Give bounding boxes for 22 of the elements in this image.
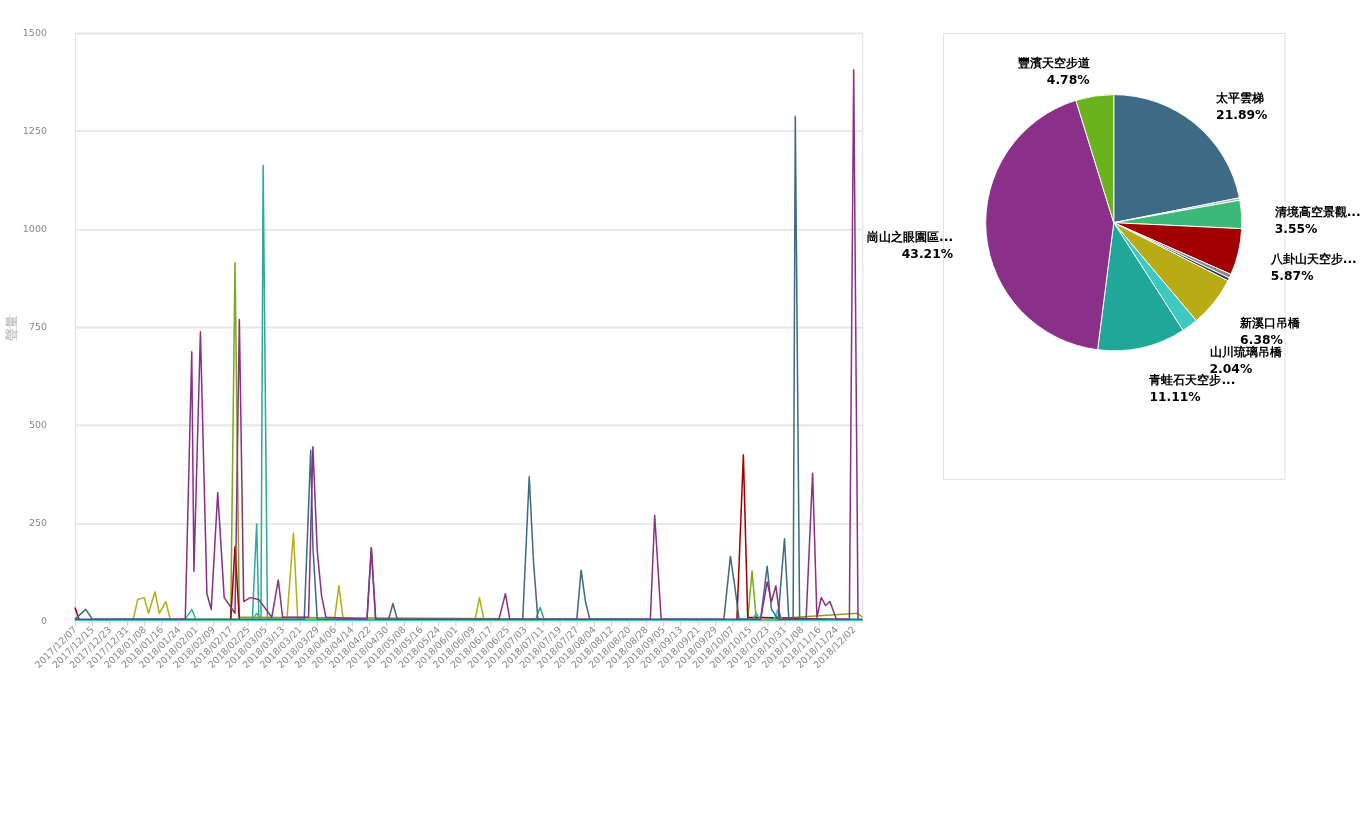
- slice-label: 清境高空景觀...: [1273, 205, 1361, 220]
- data-label: 43.21%: [901, 246, 954, 261]
- y-tick-label: 0: [40, 615, 47, 627]
- y-tick-label: 750: [28, 321, 47, 333]
- slice-label: 豐濱天空步道: [1016, 56, 1091, 71]
- data-label: 3.55%: [1274, 222, 1318, 237]
- slice-label: 新溪口吊橋: [1239, 315, 1302, 330]
- y-tick-label: 1500: [22, 27, 47, 39]
- slice-label: 八卦山天空步...: [1269, 252, 1357, 267]
- y-axis-title: 聲量: [4, 314, 20, 341]
- slice-label: 太平雲梯: [1215, 90, 1265, 105]
- y-tick-label: 1250: [22, 125, 47, 137]
- y-tick-label: 1000: [22, 223, 47, 235]
- slice-label: 山川琉璃吊橋: [1209, 345, 1283, 360]
- data-label: 6.38%: [1240, 332, 1283, 347]
- slice-label: 崗山之眼園區...: [867, 229, 954, 244]
- data-label: 5.87%: [1270, 269, 1314, 284]
- y-tick-label: 500: [28, 419, 47, 431]
- y-tick-label: 250: [28, 517, 47, 529]
- data-label: 21.89%: [1216, 107, 1268, 122]
- data-label: 11.11%: [1149, 389, 1201, 404]
- data-label: 4.78%: [1046, 73, 1090, 88]
